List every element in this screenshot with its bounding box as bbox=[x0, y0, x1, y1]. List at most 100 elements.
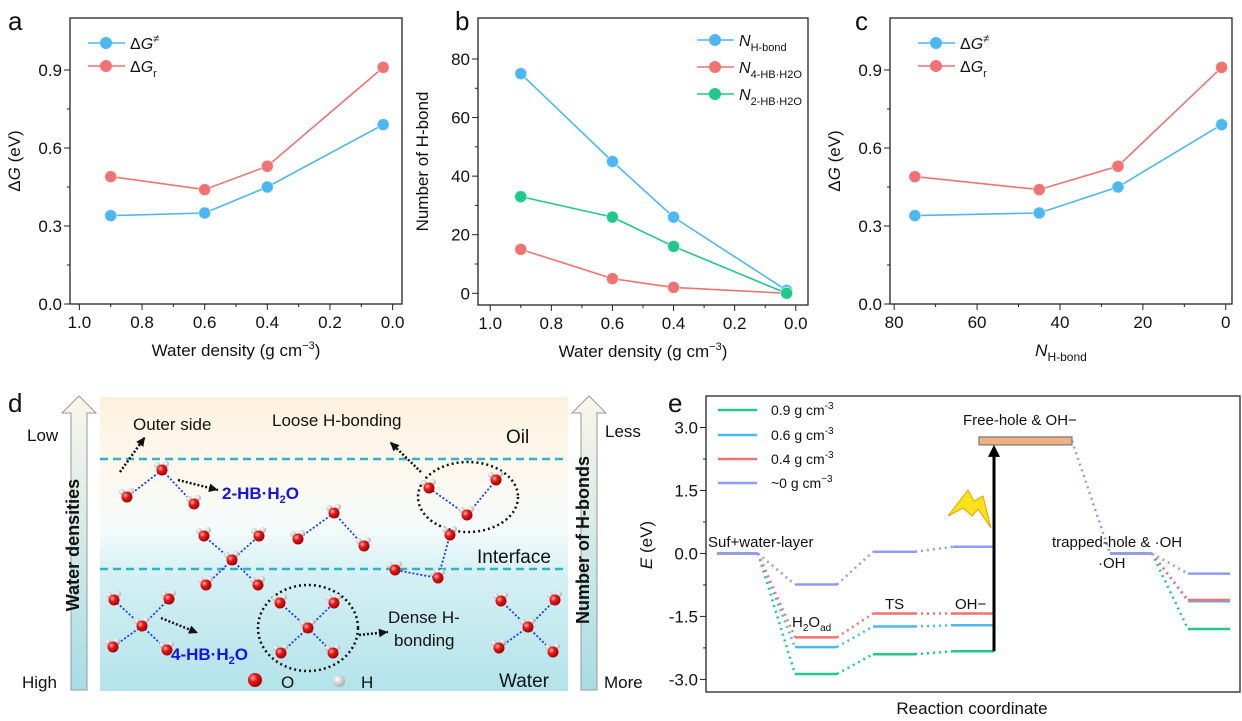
x-tick-label: 0.4 bbox=[256, 313, 280, 332]
text-part: -3 bbox=[825, 426, 834, 437]
data-point bbox=[514, 242, 528, 256]
text-part: N bbox=[739, 60, 751, 77]
data-point bbox=[908, 170, 922, 184]
level-connector bbox=[914, 650, 954, 656]
series-line bbox=[914, 66, 1223, 191]
x-tick-label: 80 bbox=[885, 313, 904, 332]
x-tick-label: 0.2 bbox=[318, 313, 342, 332]
text-part: Δ bbox=[130, 59, 141, 76]
series-line bbox=[914, 123, 1223, 217]
data-point bbox=[1111, 180, 1125, 194]
level-connector bbox=[757, 552, 796, 586]
oxygen-atom bbox=[358, 540, 370, 552]
data-point bbox=[1215, 118, 1229, 132]
dotted-arrow bbox=[177, 478, 219, 492]
text-part: r bbox=[983, 68, 987, 80]
dense-highlight-circle bbox=[256, 583, 360, 673]
legend-marker bbox=[100, 60, 112, 72]
series-line bbox=[520, 248, 787, 295]
legend-marker bbox=[930, 60, 942, 72]
state-label: Suf+water-layer bbox=[708, 534, 813, 551]
y-tick-label: -3.0 bbox=[669, 670, 698, 689]
text-part: 0.4 g cm bbox=[771, 451, 825, 467]
state-label: TS bbox=[885, 596, 904, 613]
oil-label: Oil bbox=[506, 427, 529, 448]
legend-marker bbox=[709, 61, 721, 73]
y-tick-label: 80 bbox=[451, 50, 470, 69]
y-axis-label: E (eV) bbox=[637, 521, 656, 569]
data-point bbox=[198, 206, 212, 220]
data-point bbox=[605, 272, 619, 286]
hydrogen-legend-label: H bbox=[361, 673, 373, 692]
oxygen-atom bbox=[200, 579, 212, 591]
text-part: N bbox=[739, 33, 751, 50]
oxygen-atom bbox=[163, 593, 175, 605]
outer-side-label: Outer side bbox=[133, 415, 211, 434]
y-tick-label: 3.0 bbox=[674, 418, 698, 437]
y-tick-label: 0.6 bbox=[38, 139, 62, 158]
oxygen-atom bbox=[292, 533, 304, 545]
data-point bbox=[667, 280, 681, 294]
hydrogen-legend-icon bbox=[333, 675, 345, 687]
y-axis-label: ΔG (eV) bbox=[825, 130, 844, 191]
legend-label: ΔGr​ bbox=[130, 59, 157, 80]
text-part: (eV) bbox=[637, 521, 656, 558]
oxygen-atom bbox=[327, 647, 339, 659]
oxygen-atom bbox=[444, 529, 456, 541]
x-tick-label: 0.6 bbox=[193, 313, 217, 332]
h-bond-line bbox=[437, 534, 451, 579]
oxygen-atom bbox=[161, 644, 173, 656]
free-hole-label: Free-hole & OH− bbox=[963, 412, 1077, 429]
x-tick-label: 20 bbox=[1133, 313, 1152, 332]
oxygen-atom bbox=[302, 622, 314, 634]
h-bond-line bbox=[466, 479, 497, 516]
data-point bbox=[514, 190, 528, 204]
level-connector bbox=[756, 553, 797, 675]
chart-a: 1.0 0.8 0.6 0.4 0.2 0.0 0.0 0.3 0.6 0.9 Water dens… bbox=[5, 17, 404, 360]
y-axis-label: ΔG (eV) bbox=[5, 130, 24, 191]
text-part: 2-HB·H2O bbox=[751, 96, 803, 108]
x-tick-label: 0.8 bbox=[130, 313, 154, 332]
oxygen-legend-icon bbox=[248, 673, 262, 687]
legend-marker bbox=[709, 88, 721, 100]
water-molecules bbox=[105, 436, 562, 673]
data-point bbox=[260, 180, 274, 194]
oxygen-atom bbox=[493, 642, 505, 654]
x-axis-label: Reaction coordinate bbox=[896, 699, 1047, 718]
y-tick-label: 1.5 bbox=[674, 481, 698, 500]
level-connector bbox=[1070, 440, 1112, 554]
plot-frame bbox=[69, 17, 403, 305]
level-connector bbox=[756, 552, 797, 648]
x-tick-label: 0.0 bbox=[784, 314, 808, 333]
y-tick-label: 0.0 bbox=[858, 295, 882, 314]
text-part: ) bbox=[722, 342, 728, 361]
lightning-icon bbox=[947, 489, 992, 529]
text-part: Δ bbox=[825, 180, 844, 191]
state-label: H2Oad bbox=[792, 614, 831, 634]
text-part: −3 bbox=[302, 340, 315, 352]
plot-frame bbox=[477, 17, 809, 306]
oxygen-atom bbox=[423, 482, 435, 494]
data-point bbox=[376, 118, 390, 132]
text-part: N bbox=[1035, 341, 1048, 360]
y-tick-label: 0.9 bbox=[38, 61, 62, 80]
oxygen-atom bbox=[253, 530, 265, 542]
legend-label: 0.9 g cm-3 bbox=[771, 401, 834, 418]
level-connector bbox=[836, 612, 874, 639]
plot-frame bbox=[889, 17, 1233, 305]
text-part: ≠ bbox=[983, 33, 989, 45]
panel-label-e: e bbox=[668, 388, 682, 418]
x-tick-label: 40 bbox=[1051, 313, 1070, 332]
data-point bbox=[667, 239, 681, 253]
legend-label: ~0 g cm−3 bbox=[771, 474, 833, 491]
x-axis-label: Water density (g cm−3) bbox=[152, 340, 321, 360]
data-point bbox=[667, 210, 681, 224]
series-line bbox=[520, 73, 788, 292]
legend-marker bbox=[709, 34, 721, 46]
two-hb-label: 2-HB·H2O bbox=[222, 484, 299, 506]
level-connector bbox=[756, 552, 797, 638]
oxygen-atom bbox=[275, 647, 287, 659]
text-part: G bbox=[971, 59, 983, 76]
data-point bbox=[104, 209, 118, 223]
